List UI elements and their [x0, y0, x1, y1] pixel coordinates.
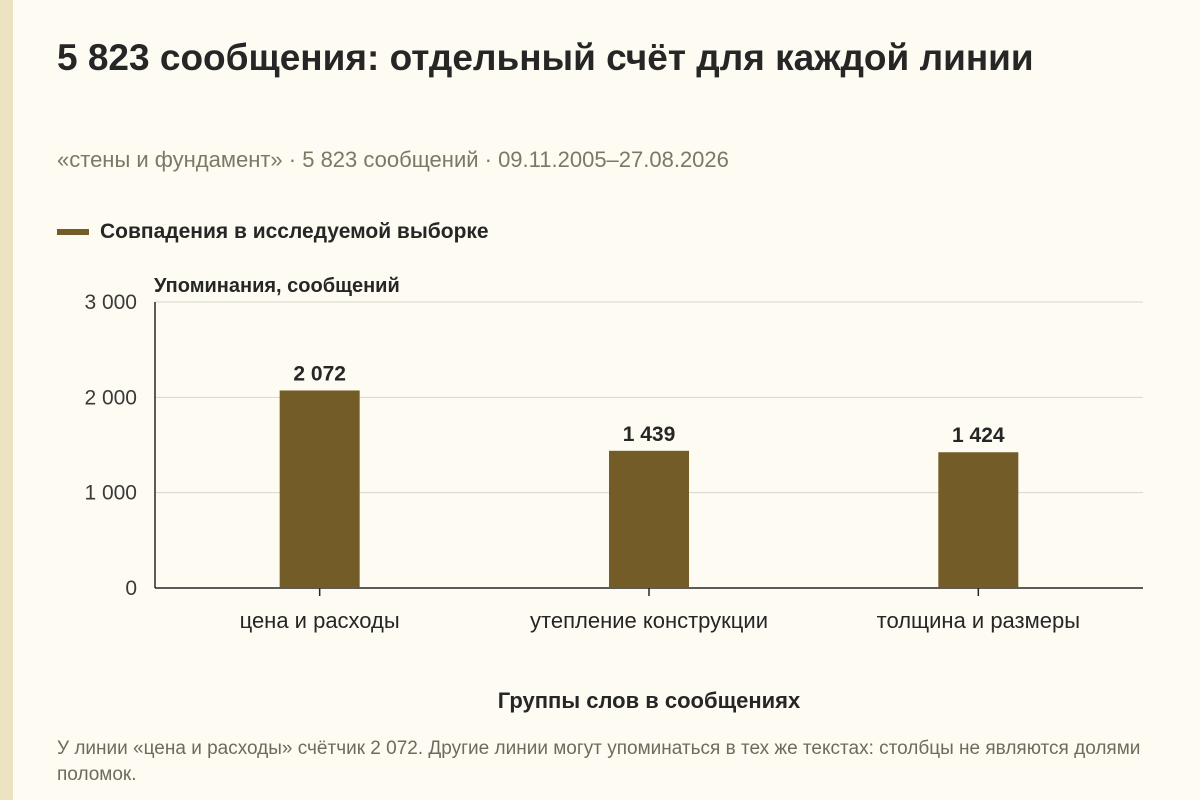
bar	[279, 390, 360, 588]
y-tick-label: 0	[125, 577, 137, 600]
x-axis-title: Группы слов в сообщениях	[498, 688, 801, 713]
chart-labels: 0 1 000 2 000 3 000 Упоминания, сообщений 2 0…	[84, 275, 1080, 713]
bar	[609, 450, 689, 588]
bar	[938, 452, 1019, 588]
legend: Совпадения в исследуемой выборке	[57, 217, 489, 247]
x-tick-label: утепление конструкции	[530, 608, 768, 633]
footnote: У линии «цена и расходы» счётчик 2 072. …	[57, 738, 1141, 785]
bar-value-label: 2 072	[293, 362, 346, 385]
y-tick-label: 3 000	[84, 291, 137, 314]
bar-value-label: 1 439	[623, 423, 676, 446]
legend-label: Совпадения в исследуемой выборке	[100, 220, 489, 243]
x-tick-label: цена и расходы	[240, 608, 400, 633]
legend-swatch	[57, 229, 89, 235]
left-accent-stripe	[0, 0, 13, 800]
bar-value-label: 1 424	[952, 424, 1005, 447]
y-tick-label: 1 000	[84, 482, 137, 505]
x-tick-label: толщина и размеры	[877, 608, 1080, 633]
y-tick-label: 2 000	[84, 386, 137, 409]
chart-subtitle: «стены и фундамент» · 5 823 сообщений · …	[57, 147, 729, 172]
chart-title: 5 823 сообщения: отдельный счёт для кажд…	[57, 37, 1034, 78]
y-axis-title: Упоминания, сообщений	[154, 275, 400, 297]
bars	[279, 390, 1019, 588]
